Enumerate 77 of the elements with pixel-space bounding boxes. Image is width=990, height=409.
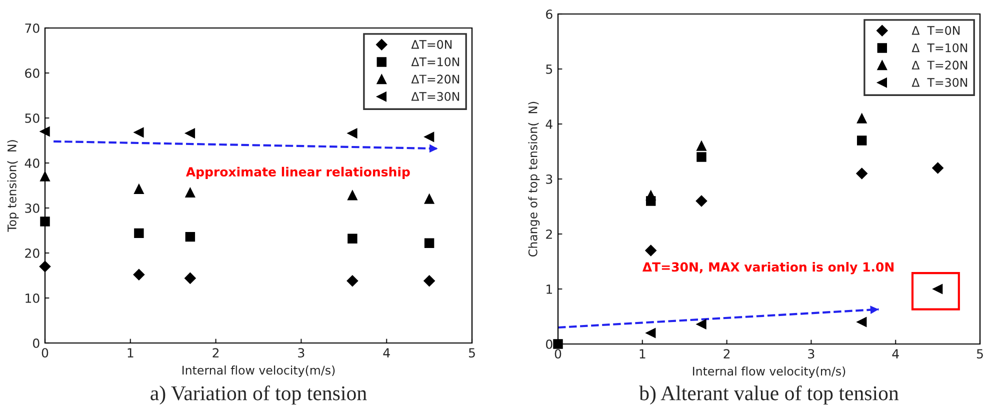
text: b) Alterant value of top tension <box>639 385 899 405</box>
y-tick-label: 10 <box>26 293 40 303</box>
legend-label: ΔT=0N <box>411 40 452 49</box>
x-tick-label: 5 <box>976 349 983 359</box>
x-tick-label: 5 <box>468 348 475 358</box>
point <box>932 162 944 174</box>
legend-label: Δ T=30N <box>912 78 968 87</box>
point <box>40 172 50 182</box>
point <box>424 132 434 142</box>
point <box>185 232 196 242</box>
point <box>856 317 867 327</box>
point <box>348 128 358 138</box>
x-tick-label: 0 <box>42 348 48 358</box>
point <box>424 275 435 287</box>
x-tick-label: 4 <box>383 348 390 358</box>
y-tick-label: 3 <box>546 174 552 184</box>
point <box>646 328 656 338</box>
legend-label: ΔT=10N <box>411 57 460 66</box>
point <box>856 168 868 180</box>
y-tick-label: 4 <box>546 120 552 129</box>
point <box>40 216 50 226</box>
point <box>932 284 943 294</box>
point <box>696 195 708 207</box>
y-tick-label: 0 <box>546 339 552 349</box>
point <box>134 228 144 238</box>
y-tick-label: 50 <box>25 113 40 123</box>
x-tick-label: 3 <box>808 349 814 359</box>
y-axis-title: Change of top tension( N) <box>528 102 540 256</box>
y-axis-title: Top tension( N) <box>7 140 19 232</box>
legend-label: ΔT=30N <box>411 92 460 101</box>
point <box>424 238 434 248</box>
x-tick-label: 2 <box>212 348 219 358</box>
y-tick-label: 6 <box>546 9 552 19</box>
point <box>348 190 358 200</box>
y-tick-label: 20 <box>25 248 40 258</box>
legend-label: ΔT=20N <box>411 74 460 84</box>
y-tick-label: 0 <box>33 338 40 348</box>
legend-label: Δ T=20N <box>912 60 968 70</box>
y-tick-label: 40 <box>24 158 40 168</box>
x-axis-title: Internal flow velocity(m/s) <box>693 366 846 378</box>
y-tick-label: 70 <box>25 23 40 33</box>
x-tick-label: 3 <box>298 348 304 358</box>
x-tick-label: 4 <box>892 349 899 358</box>
point <box>424 194 434 204</box>
annotation: ΔT=30N, MAX variation is only 1.0N <box>642 262 894 274</box>
point <box>184 272 196 284</box>
point <box>348 234 358 244</box>
legend-label: Δ T=10N <box>912 43 968 52</box>
point <box>646 190 656 200</box>
point <box>134 128 144 138</box>
point <box>185 188 196 198</box>
legend-label: Δ T=0N <box>912 26 960 35</box>
point <box>645 244 656 256</box>
x-tick-label: 1 <box>128 348 134 358</box>
y-tick-label: 2 <box>546 229 552 239</box>
point <box>185 128 196 138</box>
point <box>133 268 145 280</box>
point <box>856 136 867 146</box>
annotation: Approximate linear relationship <box>186 166 410 179</box>
x-tick-label: 0 <box>554 349 562 359</box>
y-tick-label: 5 <box>546 64 552 74</box>
y-tick-label: 30 <box>25 203 40 213</box>
point <box>856 114 867 124</box>
point <box>346 275 358 287</box>
x-tick-label: 2 <box>724 349 730 358</box>
point <box>696 319 706 330</box>
x-axis-title: Internal flow velocity(m/s) <box>182 366 335 377</box>
point <box>696 152 706 162</box>
text: a) Variation of top tension <box>150 385 367 405</box>
y-tick-label: 1 <box>546 284 552 294</box>
point <box>39 260 51 272</box>
point <box>553 339 563 349</box>
y-tick-label: 60 <box>25 68 40 78</box>
point <box>696 141 706 151</box>
point <box>134 184 144 194</box>
point <box>40 126 50 136</box>
x-tick-label: 1 <box>640 349 646 358</box>
